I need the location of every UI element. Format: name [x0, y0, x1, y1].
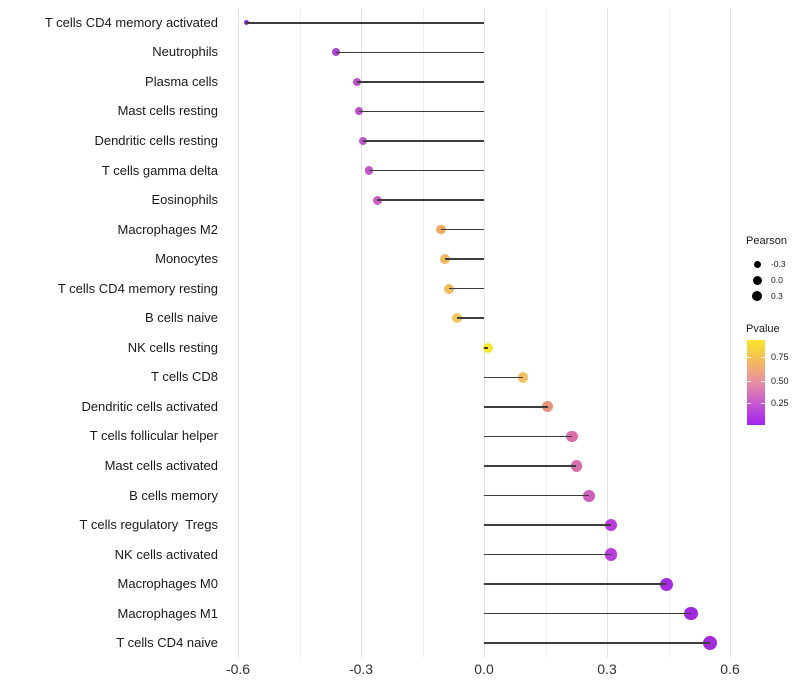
y-axis-label: Neutrophils: [152, 44, 218, 60]
size-legend-entry: 0.0: [745, 272, 800, 288]
y-axis-label: Macrophages M1: [117, 605, 218, 621]
x-axis-tick-label: -0.6: [225, 661, 251, 677]
y-axis-label: T cells follicular helper: [89, 428, 218, 444]
y-axis-label: Mast cells resting: [117, 103, 218, 119]
y-axis-label: Macrophages M2: [117, 221, 218, 237]
size-legend-dot: [751, 290, 763, 302]
gridline-major: [730, 8, 731, 658]
y-axis-label: Eosinophils: [151, 192, 219, 208]
data-point-dot: [702, 636, 717, 651]
data-point-stem: [484, 435, 573, 438]
data-point-dot: [684, 606, 698, 621]
size-legend-label: 0.0: [771, 275, 783, 285]
x-axis-tick-label: -0.3: [348, 661, 374, 677]
x-axis-tick-label: 0.3: [597, 661, 617, 677]
data-point-dot: [542, 401, 554, 413]
plot-panel: [222, 8, 738, 658]
data-point-stem: [369, 169, 484, 172]
y-axis-label: B cells memory: [129, 487, 218, 503]
y-axis-label: NK cells resting: [127, 339, 218, 355]
gridline-major: [361, 8, 362, 658]
size-legend-entry: -0.3: [745, 256, 800, 272]
y-axis-label: T cells regulatory Tregs: [79, 517, 218, 533]
data-point-stem: [484, 524, 612, 526]
data-point-dot: [659, 577, 673, 591]
data-point-stem: [484, 553, 612, 556]
size-legend-title: Pearson: [746, 235, 787, 247]
data-point-stem: [457, 317, 484, 319]
data-point-stem: [484, 465, 577, 467]
colorbar-tick-label: 0.25: [771, 398, 789, 408]
gridline-major: [484, 8, 485, 658]
y-axis-label: T cells gamma delta: [101, 162, 218, 178]
y-axis-label: B cells naive: [145, 310, 218, 326]
data-point-dot: [582, 489, 595, 502]
data-point-dot: [517, 372, 529, 383]
gridline-major: [607, 8, 608, 658]
colorbar-tick-label: 0.75: [771, 352, 789, 362]
data-point-stem: [484, 406, 548, 408]
data-point-dot: [604, 548, 618, 561]
gridline-minor: [299, 8, 301, 658]
gridline-minor: [422, 8, 424, 658]
data-point-stem: [484, 583, 667, 585]
colorbar-tick-label: 0.50: [771, 376, 789, 386]
data-point-dot: [570, 460, 582, 472]
y-axis-label: Dendritic cells resting: [94, 132, 218, 148]
size-legend-dot: [752, 275, 762, 285]
data-point-stem: [449, 287, 484, 290]
color-legend-title: Pvalue: [746, 323, 780, 335]
y-axis-label: T cells CD4 naive: [116, 635, 218, 651]
y-axis-label: NK cells activated: [114, 546, 218, 562]
size-legend-entry: 0.3: [745, 288, 800, 304]
size-legend-label: -0.3: [771, 259, 786, 269]
size-legend-label: 0.3: [771, 291, 783, 301]
data-point-stem: [484, 612, 692, 615]
data-point-stem: [356, 81, 484, 83]
data-point-stem: [445, 258, 484, 260]
data-point-stem: [363, 140, 484, 142]
data-point-stem: [484, 642, 710, 644]
gridline-minor: [668, 8, 670, 658]
data-point-stem: [484, 376, 523, 379]
data-point-stem: [484, 494, 589, 497]
colorbar-tick-mark: [747, 381, 751, 382]
size-legend-dot: [753, 260, 761, 268]
colorbar-tick-mark: [747, 403, 751, 404]
data-point-dot: [483, 342, 494, 353]
data-point-stem: [484, 347, 489, 349]
y-axis-label: Monocytes: [155, 251, 218, 267]
data-point-dot: [566, 430, 578, 443]
data-point-stem: [246, 22, 484, 24]
y-axis-label: Macrophages M0: [117, 576, 218, 592]
x-axis-tick-label: 0.0: [474, 661, 494, 677]
data-point-dot: [604, 518, 618, 532]
colorbar-tick-mark: [761, 403, 765, 404]
colorbar-tick-mark: [761, 381, 765, 382]
y-axis-label: Plasma cells: [145, 73, 218, 89]
data-point-stem: [358, 110, 484, 113]
pvalue-colorbar: [747, 340, 765, 425]
x-axis-tick-label: 0.6: [720, 661, 740, 677]
colorbar-tick-mark: [747, 357, 751, 358]
colorbar-tick-mark: [761, 357, 765, 358]
gridline-minor: [545, 8, 547, 658]
data-point-stem: [377, 199, 484, 201]
y-axis-label: Mast cells activated: [104, 457, 218, 473]
y-axis-label: Dendritic cells activated: [81, 398, 218, 414]
data-point-stem: [440, 228, 484, 231]
y-axis-label: T cells CD4 memory activated: [44, 14, 218, 30]
data-point-stem: [336, 51, 484, 54]
gridline-major: [238, 8, 239, 658]
y-axis-label: T cells CD4 memory resting: [57, 280, 218, 296]
y-axis-label: T cells CD8: [151, 369, 218, 385]
